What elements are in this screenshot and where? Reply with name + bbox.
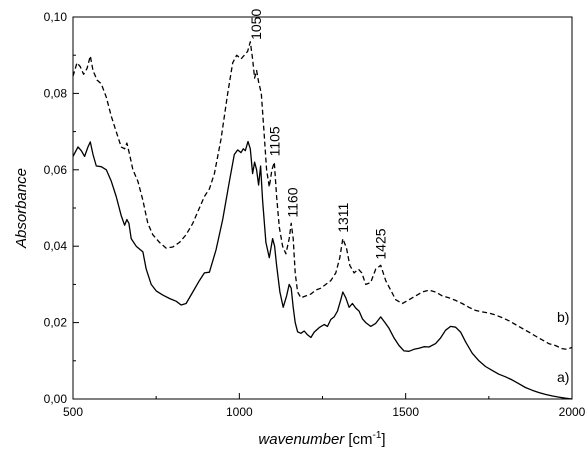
peak-annotation: 1105 <box>266 126 282 156</box>
series-layer <box>72 41 573 400</box>
x-tick-label: 1500 <box>392 405 419 419</box>
y-axis-ticks: 0,00 0,02 0,04 0,06 0,08 0,10 <box>44 10 79 406</box>
series-label: b) <box>557 309 569 325</box>
series-label: a) <box>557 369 569 385</box>
y-axis-label: Absorbance <box>13 168 30 249</box>
series-line-b <box>72 41 573 350</box>
peak-annotation: 1311 <box>335 202 351 232</box>
x-tick-label: 2000 <box>559 405 586 419</box>
y-tick-label: 0,04 <box>44 239 68 253</box>
peak-annotation: 1050 <box>248 9 264 40</box>
x-axis-label-unit-prefix: [cm <box>348 431 372 448</box>
x-axis-label-unit-sup: -1 <box>372 430 381 441</box>
x-axis-label-unit-suffix: ] <box>381 431 385 448</box>
x-axis-ticks: 500 1000 1500 2000 <box>63 393 586 419</box>
series-line-a <box>72 140 573 400</box>
y-tick-label: 0,00 <box>44 392 68 406</box>
y-tick-label: 0,02 <box>44 316 68 330</box>
y-tick-label: 0,08 <box>44 86 68 100</box>
y-tick-label: 0,06 <box>44 163 68 177</box>
x-axis-label-name: wavenumber <box>258 431 345 448</box>
x-tick-label: 1000 <box>226 405 253 419</box>
labels-layer: a) b) 1050 1105 1160 1311 1425 <box>248 9 569 386</box>
x-tick-label: 500 <box>63 405 83 419</box>
peak-annotation: 1425 <box>373 228 389 259</box>
plot-frame <box>72 16 573 400</box>
y-tick-label: 0,10 <box>44 10 68 24</box>
x-axis-label: wavenumber [cm-1] <box>258 430 385 448</box>
peak-annotation: 1160 <box>285 187 301 217</box>
